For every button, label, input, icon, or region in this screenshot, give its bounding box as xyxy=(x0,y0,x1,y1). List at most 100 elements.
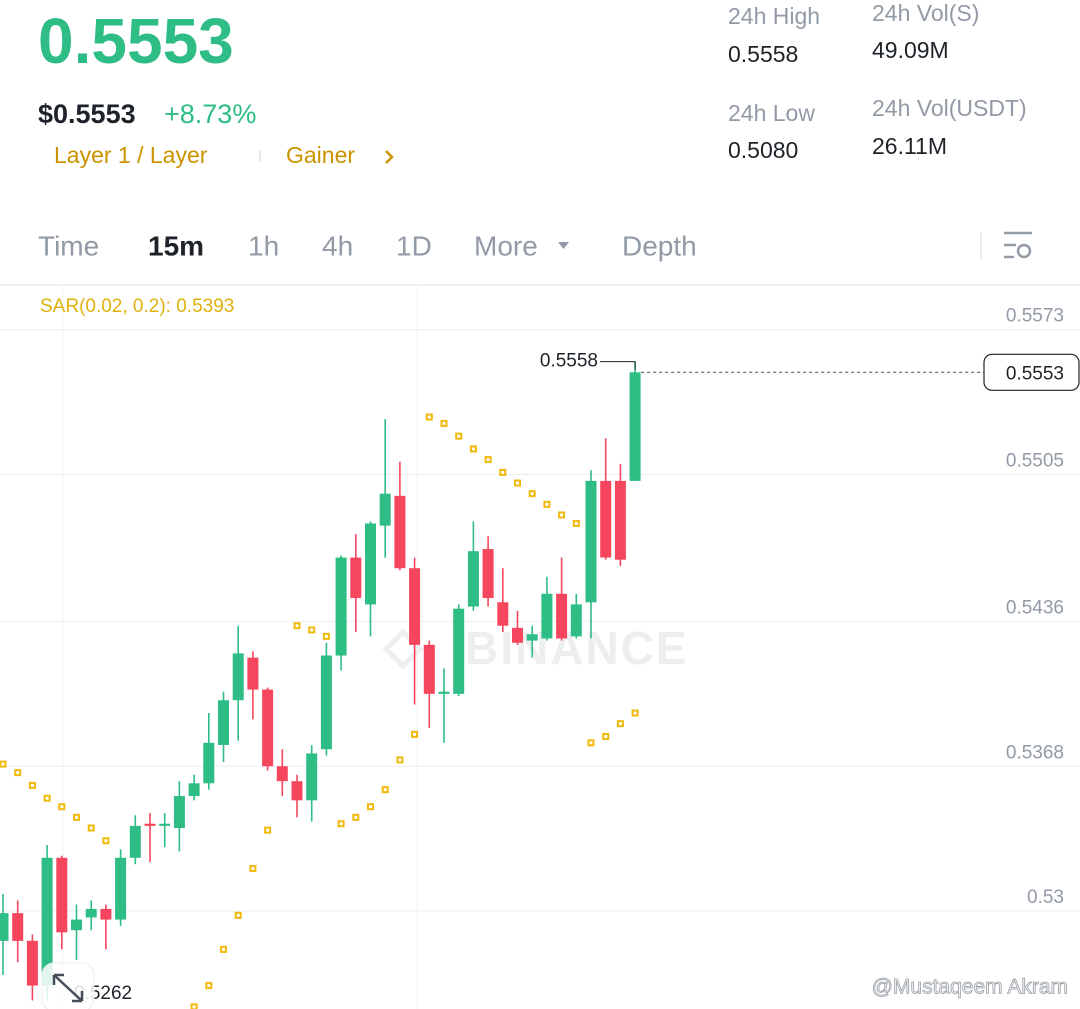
sar-dot xyxy=(499,468,507,476)
y-tick-label: 0.5436 xyxy=(1006,597,1064,618)
stat-label: 24h High xyxy=(728,3,820,29)
last-price: 0.5553 xyxy=(38,5,234,77)
candle-body xyxy=(394,495,406,569)
tab[interactable]: 15m xyxy=(148,230,204,261)
candle-body xyxy=(467,551,479,607)
separator xyxy=(259,150,261,162)
sar-dot xyxy=(205,982,213,990)
chevron xyxy=(385,150,394,164)
candle-body xyxy=(276,766,288,782)
candle-body xyxy=(556,593,568,639)
stat-label: 24h Vol(USDT) xyxy=(872,95,1027,121)
expand-icon[interactable] xyxy=(41,962,95,1009)
candle-body xyxy=(71,919,82,931)
tab[interactable]: 4h xyxy=(322,230,353,261)
candle-body xyxy=(365,523,376,605)
stat-label: 24h Vol(S) xyxy=(872,0,979,26)
tab[interactable]: 1D xyxy=(396,230,432,261)
price-change: +8.73% xyxy=(164,99,256,129)
candle-body xyxy=(570,604,582,637)
usd-price: $0.5553 xyxy=(38,99,136,129)
sar-dot xyxy=(28,781,36,789)
sar-dot xyxy=(543,500,551,508)
candle-body xyxy=(482,549,494,599)
candle-body xyxy=(26,940,38,986)
sar-dot xyxy=(631,709,639,717)
candle-body xyxy=(41,857,53,986)
y-tick-label: 0.5573 xyxy=(1006,306,1064,327)
tab[interactable]: 1h xyxy=(248,230,279,261)
candle-body xyxy=(438,691,450,694)
candle-body xyxy=(247,657,259,690)
candle-body xyxy=(526,634,538,641)
candle-body xyxy=(188,783,200,797)
candle-body xyxy=(218,700,229,745)
last-price-label: 0.5553 xyxy=(1006,363,1064,384)
separator xyxy=(980,232,982,260)
sar-dot xyxy=(293,622,301,630)
candle-body xyxy=(85,908,97,918)
tab[interactable]: More xyxy=(474,230,538,261)
tag[interactable]: Gainer xyxy=(286,142,355,168)
sar-dot xyxy=(73,813,80,821)
tab[interactable]: Time xyxy=(38,230,99,261)
candle-body xyxy=(585,480,597,603)
sar-dot xyxy=(411,730,419,738)
candle-body xyxy=(350,557,362,599)
sar-dot xyxy=(558,511,566,519)
sar-dot xyxy=(220,945,227,953)
candle-body xyxy=(453,608,465,694)
stat-value: 0.5080 xyxy=(728,137,798,163)
sar-dot xyxy=(249,864,257,872)
y-tick-label: 0.5505 xyxy=(1006,451,1064,472)
sar-dot xyxy=(425,413,433,421)
candle-body xyxy=(232,653,244,701)
candle-body xyxy=(379,493,391,526)
tab[interactable]: Depth xyxy=(622,230,697,261)
candle-body xyxy=(600,480,612,558)
candle-body xyxy=(497,602,509,626)
sar-dot xyxy=(43,794,51,802)
high-marker-line xyxy=(600,361,636,370)
sar-dot xyxy=(572,519,580,527)
sar-dot xyxy=(190,1003,198,1009)
sar-dot xyxy=(587,739,595,747)
sar-dot xyxy=(337,820,345,828)
candle-body xyxy=(159,823,171,826)
sar-dot xyxy=(58,803,66,811)
stat-value: 26.11M xyxy=(872,133,947,159)
candle-body xyxy=(306,753,318,801)
sar-dot xyxy=(264,826,272,834)
candle-body xyxy=(614,480,626,560)
indicator-label: SAR(0.02, 0.2): 0.5393 xyxy=(40,296,234,317)
sar-dot xyxy=(514,479,521,487)
sar-dot xyxy=(87,824,95,832)
candle-body xyxy=(512,627,523,643)
stat-label: 24h Low xyxy=(728,100,815,126)
sar-dot xyxy=(616,720,624,728)
sar-dot xyxy=(528,490,536,498)
sar-dot xyxy=(352,813,360,821)
candle-body xyxy=(262,689,274,767)
candle-body xyxy=(100,908,112,920)
stat-value: 49.09M xyxy=(872,37,949,63)
sar-dot xyxy=(0,760,7,768)
candle-body xyxy=(115,857,127,920)
sar-dot xyxy=(234,911,242,919)
candle-body xyxy=(291,781,303,801)
candle-body xyxy=(335,557,347,656)
candle-body xyxy=(629,372,641,481)
tag[interactable]: Layer 1 / Layer xyxy=(54,142,208,168)
sar-dot xyxy=(102,837,110,845)
high-marker: 0.5558 xyxy=(540,351,598,372)
sar-dot xyxy=(440,419,448,427)
stat-value: 0.5558 xyxy=(728,41,798,67)
candle-body xyxy=(541,593,553,639)
candle-body xyxy=(0,913,9,941)
candle-body xyxy=(56,857,68,933)
dropdown-arrow xyxy=(558,242,569,249)
sar-dot xyxy=(469,445,477,453)
sar-dot xyxy=(308,626,316,634)
sar-dot xyxy=(14,769,22,777)
settings-icon[interactable] xyxy=(1004,231,1032,259)
